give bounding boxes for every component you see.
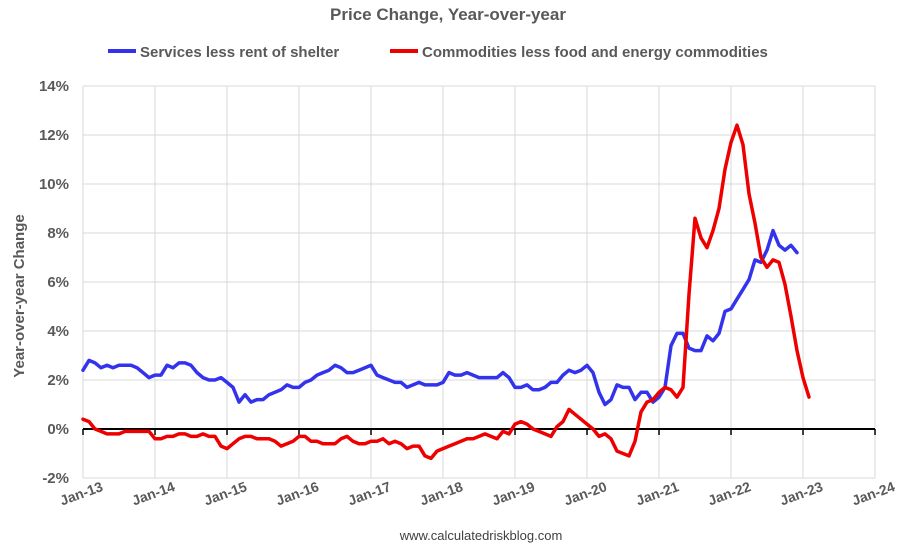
- chart-title: Price Change, Year-over-year: [330, 5, 566, 24]
- x-tick-label: Jan-17: [346, 478, 393, 508]
- y-tick-label: 0%: [47, 421, 69, 438]
- y-tick-label: 2%: [47, 372, 69, 389]
- x-tick-label: Jan-20: [562, 478, 609, 508]
- x-tick-label: Jan-19: [490, 478, 537, 508]
- legend: Services less rent of shelter Commoditie…: [108, 44, 768, 61]
- y-tick-label: 10%: [39, 176, 69, 193]
- legend-label-commodities: Commodities less food and energy commodi…: [422, 44, 768, 61]
- x-tick-label: Jan-15: [202, 478, 249, 508]
- legend-label-services: Services less rent of shelter: [140, 44, 339, 61]
- x-tick-label: Jan-22: [706, 478, 753, 508]
- y-tick-label: 6%: [47, 274, 69, 291]
- source-credit: www.calculatedriskblog.com: [399, 528, 563, 543]
- x-axis-tick-labels: Jan-13 Jan-14 Jan-15 Jan-16 Jan-17 Jan-18 Jan-…: [58, 478, 897, 508]
- x-tick-label: Jan-18: [418, 478, 465, 508]
- series-line-services: [81, 228, 799, 407]
- x-tick-label: Jan-14: [130, 478, 177, 508]
- x-tick-label: Jan-21: [634, 478, 681, 508]
- x-tick-label: Jan-24: [850, 478, 897, 508]
- y-tick-label: -2%: [42, 470, 69, 487]
- series-line-commodities: [81, 123, 811, 461]
- x-tick-label: Jan-16: [274, 478, 321, 508]
- y-tick-label: 14%: [39, 78, 69, 95]
- y-axis-label: Year-over-year Change: [11, 214, 28, 377]
- y-tick-label: 12%: [39, 127, 69, 144]
- y-axis-tick-labels: -2% 0% 2% 4% 6% 8% 10% 12% 14%: [39, 78, 69, 487]
- gridlines: [82, 85, 876, 479]
- y-tick-label: 4%: [47, 323, 69, 340]
- y-tick-label: 8%: [47, 225, 69, 242]
- series-layer: [81, 123, 811, 461]
- x-tick-label: Jan-23: [778, 478, 825, 508]
